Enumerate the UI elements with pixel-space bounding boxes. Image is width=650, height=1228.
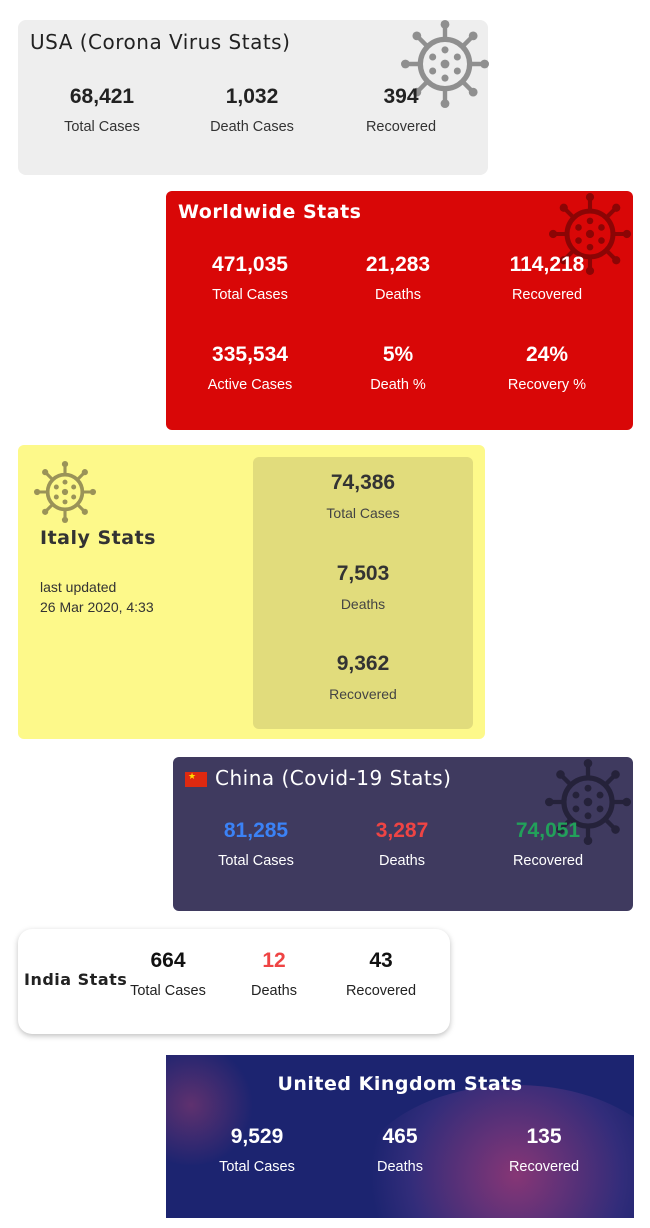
stat-value: 7,503 <box>336 562 390 585</box>
virus-icon <box>34 461 96 523</box>
stat-value: 3,287 <box>375 819 429 842</box>
stat-value: 465 <box>382 1125 418 1148</box>
last-updated-label: last updated <box>40 579 117 595</box>
stat-label: Total Cases <box>326 505 400 521</box>
uk-deaths: 465 Deaths <box>335 1125 465 1175</box>
stat-label: Deaths <box>379 853 425 869</box>
stat-value: 394 <box>383 85 419 108</box>
italy-stats-card: Italy Stats last updated 26 Mar 2020, 4:… <box>18 445 485 739</box>
india-title: India Stats <box>24 970 128 989</box>
china-title: China (Covid-19 Stats) <box>215 766 452 790</box>
world-recovered: 114,218 Recovered <box>482 253 612 303</box>
usa-recovered: 394 Recovered <box>336 85 466 135</box>
last-updated-time: 26 Mar 2020, 4:33 <box>40 599 154 615</box>
usa-death-cases: 1,032 Death Cases <box>187 85 317 135</box>
uk-recovered: 135 Recovered <box>479 1125 609 1175</box>
world-recovery-percent: 24% Recovery % <box>482 343 612 393</box>
stat-label: Total Cases <box>64 119 140 135</box>
uk-total-cases: 9,529 Total Cases <box>192 1125 322 1175</box>
stat-value: 1,032 <box>225 85 279 108</box>
india-total-cases: 664 Total Cases <box>103 949 233 999</box>
stat-label: Total Cases <box>212 287 288 303</box>
china-deaths: 3,287 Deaths <box>337 819 467 869</box>
india-deaths: 12 Deaths <box>209 949 339 999</box>
stat-label: Deaths <box>377 1159 423 1175</box>
world-deaths: 21,283 Deaths <box>333 253 463 303</box>
stat-value: 9,362 <box>336 652 390 675</box>
stat-value: 5% <box>382 343 414 366</box>
stat-value: 81,285 <box>223 819 289 842</box>
worldwide-stats-card: Worldwide Stats 471,035 Total Cases 21,2… <box>166 191 633 430</box>
stat-value: 68,421 <box>69 85 135 108</box>
world-death-percent: 5% Death % <box>333 343 463 393</box>
stat-value: 335,534 <box>212 343 288 366</box>
stat-value: 135 <box>526 1125 562 1148</box>
italy-total-cases: 74,386 Total Cases <box>298 471 428 521</box>
usa-title: USA (Corona Virus Stats) <box>30 30 291 54</box>
stat-label: Recovered <box>329 686 397 702</box>
usa-stats-card: USA (Corona Virus Stats) 68,421 Total Ca… <box>18 20 488 175</box>
stat-label: Recovered <box>508 1159 580 1175</box>
stat-label: Death % <box>370 377 426 393</box>
stat-label: Death Cases <box>210 119 294 135</box>
stat-label: Recovered <box>365 119 437 135</box>
stat-value: 664 <box>150 949 186 972</box>
world-total-cases: 471,035 Total Cases <box>185 253 315 303</box>
italy-stats-panel: 74,386 Total Cases 7,503 Deaths 9,362 Re… <box>253 457 473 729</box>
stat-value: 74,051 <box>515 819 581 842</box>
stat-label: Deaths <box>251 983 297 999</box>
uk-title: United Kingdom Stats <box>277 1073 523 1095</box>
china-flag-icon: ★ <box>185 772 207 787</box>
stat-value: 471,035 <box>212 253 288 276</box>
stat-label: Active Cases <box>207 377 293 393</box>
stat-value: 24% <box>525 343 569 366</box>
stat-value: 43 <box>369 949 393 972</box>
stat-label: Recovered <box>345 983 417 999</box>
stat-label: Deaths <box>340 596 386 612</box>
stat-label: Total Cases <box>218 853 294 869</box>
stat-label: Recovery % <box>507 377 587 393</box>
india-recovered: 43 Recovered <box>316 949 446 999</box>
worldwide-title: Worldwide Stats <box>178 201 362 223</box>
stat-value: 12 <box>262 949 286 972</box>
china-stats-card: ★ China (Covid-19 Stats) 81,285 Total Ca… <box>173 757 633 911</box>
usa-total-cases: 68,421 Total Cases <box>37 85 167 135</box>
stat-value: 74,386 <box>330 471 396 494</box>
stat-value: 21,283 <box>365 253 431 276</box>
italy-title: Italy Stats <box>40 527 156 549</box>
stat-label: Deaths <box>375 287 421 303</box>
india-stats-card: India Stats 664 Total Cases 12 Deaths 43… <box>18 929 450 1034</box>
stat-label: Recovered <box>511 287 583 303</box>
italy-deaths: 7,503 Deaths <box>298 562 428 612</box>
uk-stats-card: United Kingdom Stats 9,529 Total Cases 4… <box>166 1055 634 1218</box>
stat-value: 9,529 <box>230 1125 284 1148</box>
stat-value: 114,218 <box>509 253 585 276</box>
stat-label: Total Cases <box>130 983 206 999</box>
stat-label: Total Cases <box>219 1159 295 1175</box>
china-recovered: 74,051 Recovered <box>483 819 613 869</box>
italy-recovered: 9,362 Recovered <box>298 652 428 702</box>
china-total-cases: 81,285 Total Cases <box>191 819 321 869</box>
world-active-cases: 335,534 Active Cases <box>185 343 315 393</box>
stat-label: Recovered <box>512 853 584 869</box>
last-updated: last updated 26 Mar 2020, 4:33 <box>40 577 154 617</box>
